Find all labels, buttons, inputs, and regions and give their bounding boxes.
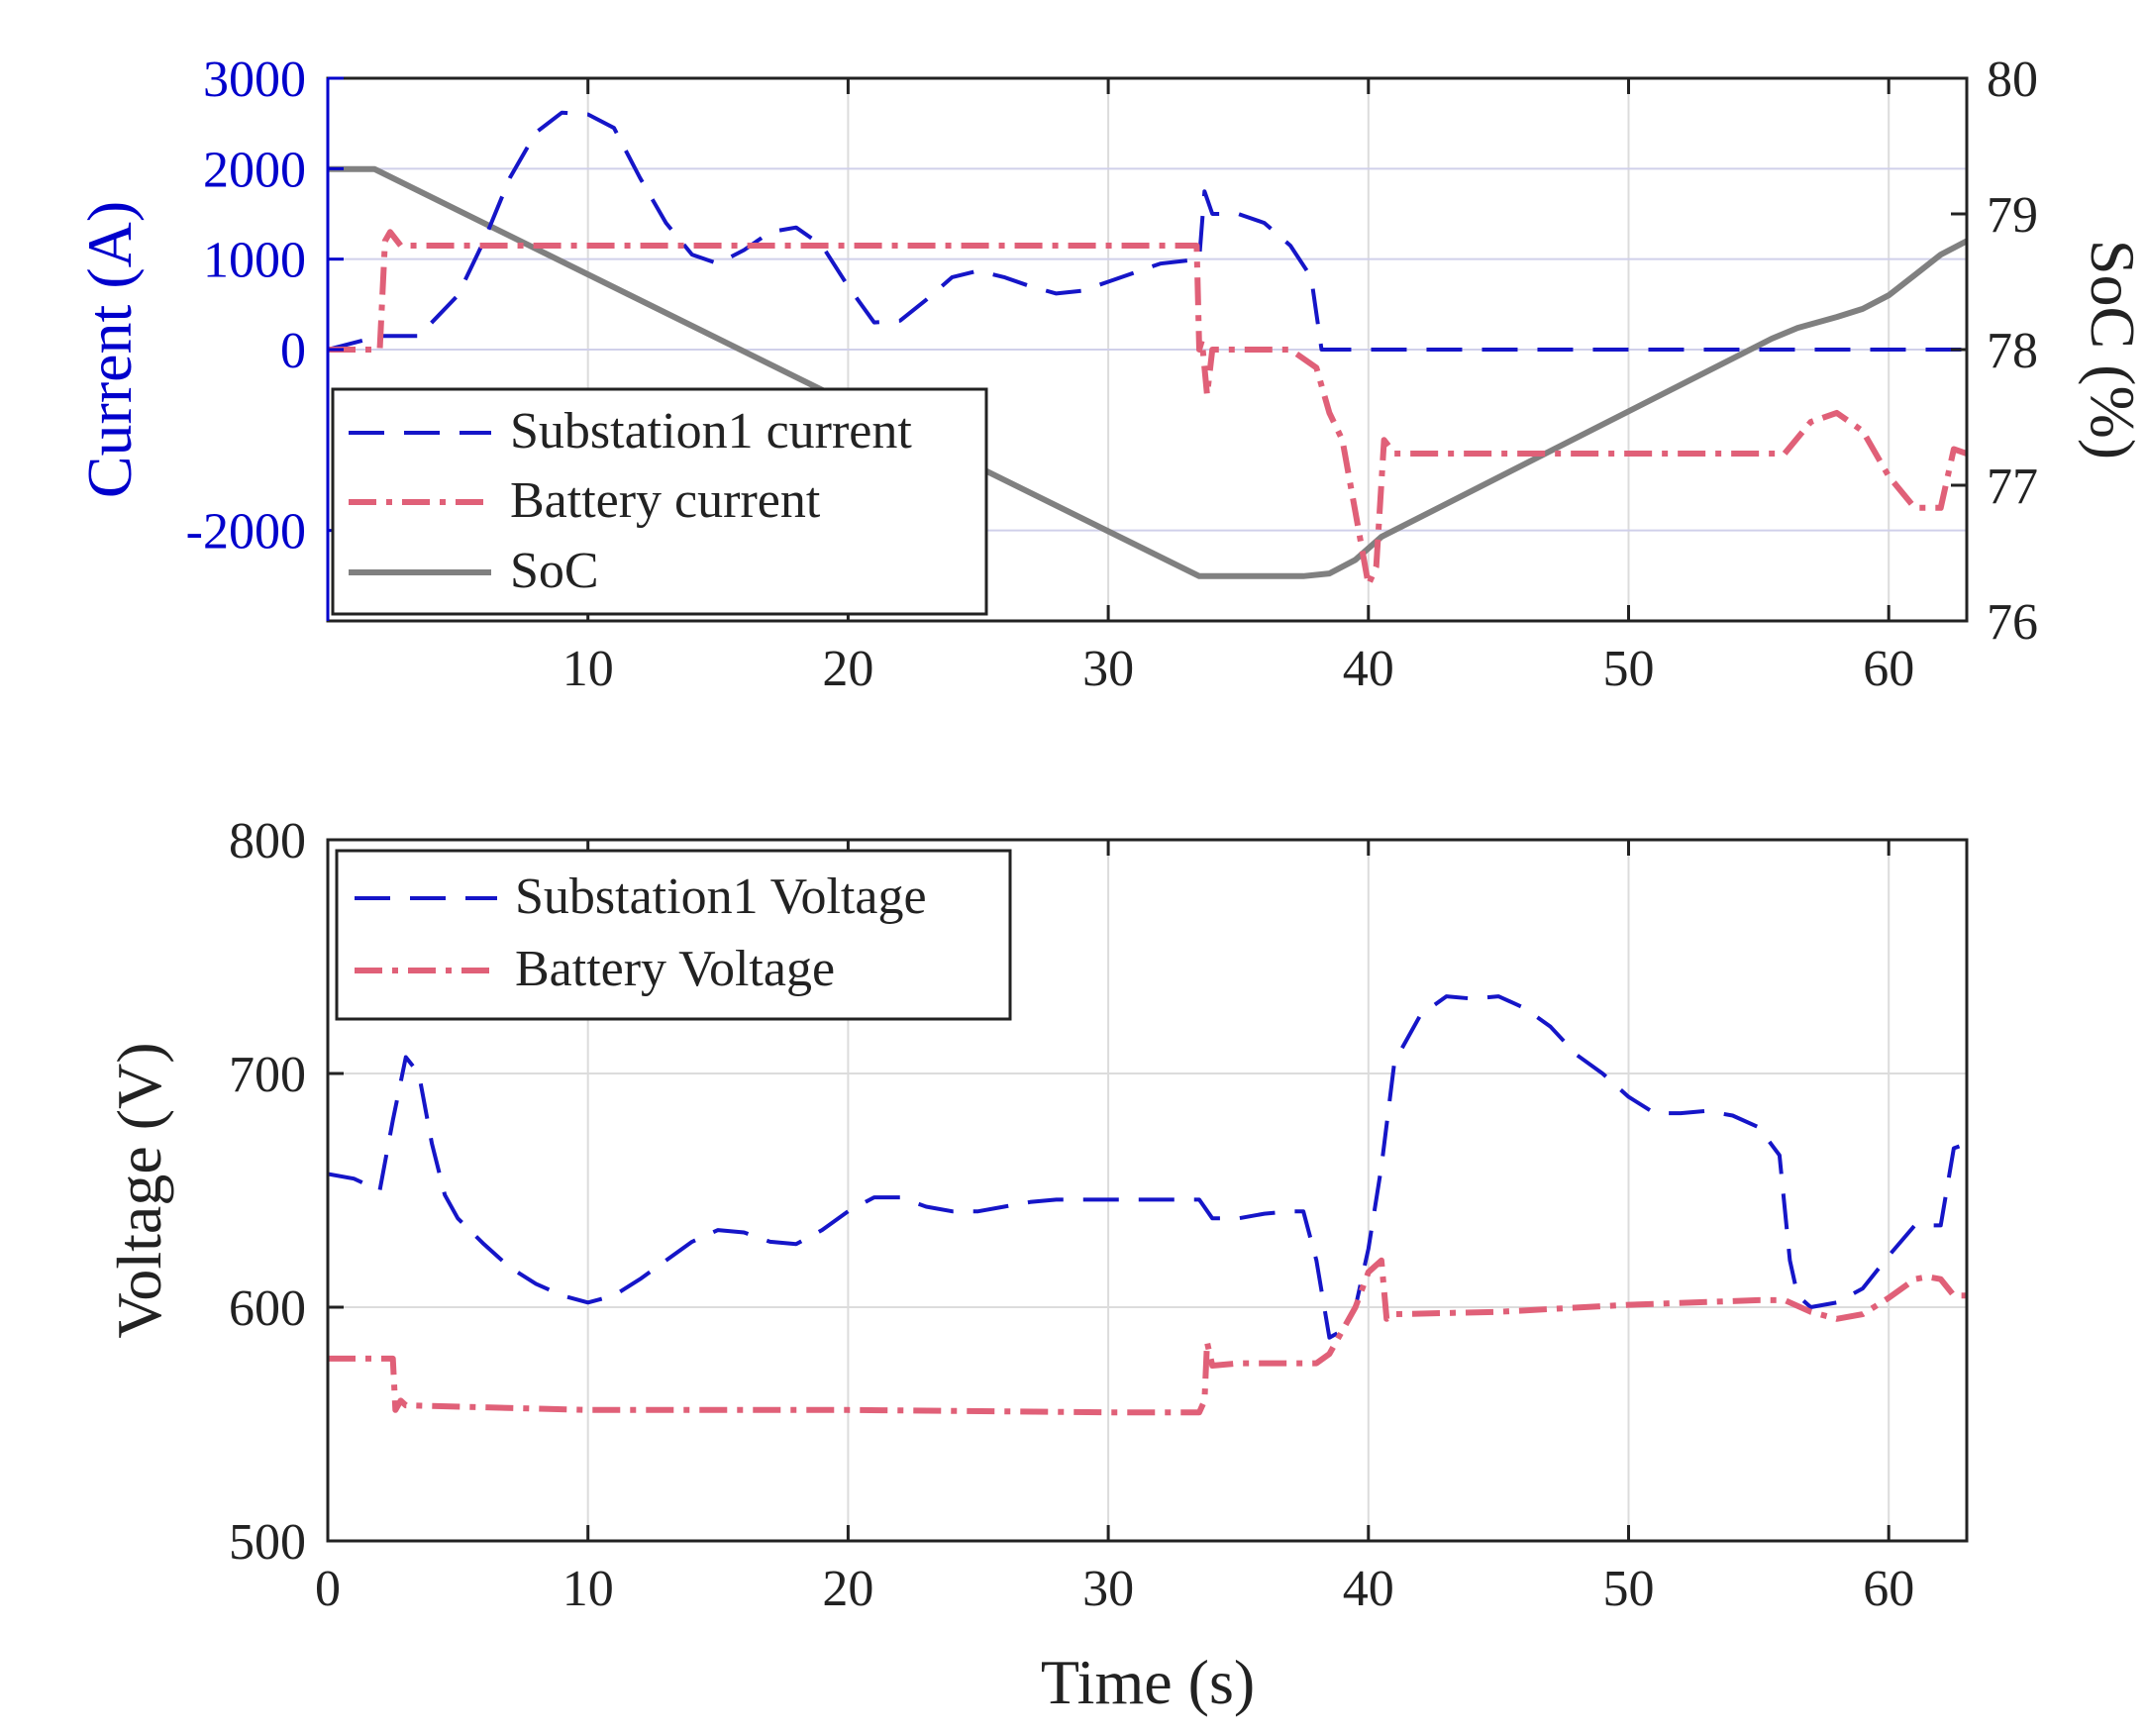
right-y-axis-label: SoC (%) xyxy=(2078,240,2147,460)
right-y-tick-label: 76 xyxy=(1987,594,2038,651)
bottom-plot-frame xyxy=(326,838,1969,1543)
x-tick-label: 30 xyxy=(1082,1561,1134,1617)
y-tick-label: 2000 xyxy=(203,142,306,198)
x-tick-label: 60 xyxy=(1863,641,1914,697)
top-legend: Substation1 current Battery current SoC xyxy=(331,387,988,616)
y-tick-label: 1000 xyxy=(203,233,306,289)
top-series xyxy=(328,110,1967,588)
y-tick-label: -2000 xyxy=(186,504,306,561)
x-tick-label: 50 xyxy=(1602,1561,1654,1617)
y-tick-label: 700 xyxy=(229,1047,306,1103)
right-y-tick-label: 80 xyxy=(1987,51,2038,108)
x-tick-label: 40 xyxy=(1343,641,1394,697)
bottom-legend-box xyxy=(335,849,1012,1021)
x-tick-label: 60 xyxy=(1863,1561,1914,1617)
x-tick-label: 10 xyxy=(562,641,614,697)
x-tick-label: 30 xyxy=(1082,641,1134,697)
left-y-axis-label: Current (A) xyxy=(74,201,145,498)
left-y-ticks: 3000 2000 1000 0 -2000 xyxy=(186,51,344,561)
x-tick-label: 0 xyxy=(315,1561,341,1617)
legend-label-substation1-voltage: Substation1 Voltage xyxy=(515,868,927,925)
x-tick-label: 10 xyxy=(562,1561,614,1617)
series-line-substation1-voltage xyxy=(328,994,1967,1340)
series-line-battery-voltage xyxy=(328,1257,1967,1416)
y-tick-label: 3000 xyxy=(203,51,306,108)
current-soc-panel: 10 20 30 40 50 60 3000 2000 1000 0 -2000 80 79 78 77… xyxy=(74,51,2147,697)
bottom-y-axis-label: Voltage (V) xyxy=(104,1042,174,1338)
bottom-series xyxy=(328,994,1967,1416)
right-y-tick-label: 77 xyxy=(1987,459,2038,515)
y-tick-label: 500 xyxy=(229,1514,306,1571)
voltage-panel: 0 10 20 30 40 50 60 800 700 600 500 Voltage (V) T… xyxy=(104,813,1969,1717)
legend-label-substation1-current: Substation1 current xyxy=(510,403,912,460)
legend-label-battery-current: Battery current xyxy=(510,472,821,529)
x-axis-label: Time (s) xyxy=(1041,1647,1255,1717)
y-tick-label: 800 xyxy=(229,813,306,869)
x-tick-label: 20 xyxy=(822,1561,873,1617)
series-line-battery-current xyxy=(328,229,1967,588)
x-tick-label: 20 xyxy=(822,641,873,697)
top-x-ticks: 10 20 30 40 50 60 xyxy=(562,78,1914,697)
right-y-tick-label: 78 xyxy=(1987,323,2038,379)
bottom-y-ticks: 800 700 600 500 xyxy=(229,813,344,1571)
right-y-ticks: 80 79 78 77 76 xyxy=(1951,51,2038,651)
legend-label-soc: SoC xyxy=(510,543,599,599)
legend-label-battery-voltage: Battery Voltage xyxy=(515,941,835,997)
y-tick-label: 0 xyxy=(280,323,306,379)
bottom-legend: Substation1 Voltage Battery Voltage xyxy=(335,849,1012,1021)
x-tick-label: 40 xyxy=(1343,1561,1394,1617)
bottom-x-ticks: 0 10 20 30 40 50 60 xyxy=(315,840,1914,1617)
right-y-tick-label: 79 xyxy=(1987,187,2038,244)
series-line-substation1-current xyxy=(328,110,1967,352)
x-tick-label: 50 xyxy=(1602,641,1654,697)
series-line-soc xyxy=(328,165,1967,579)
y-tick-label: 600 xyxy=(229,1280,306,1337)
